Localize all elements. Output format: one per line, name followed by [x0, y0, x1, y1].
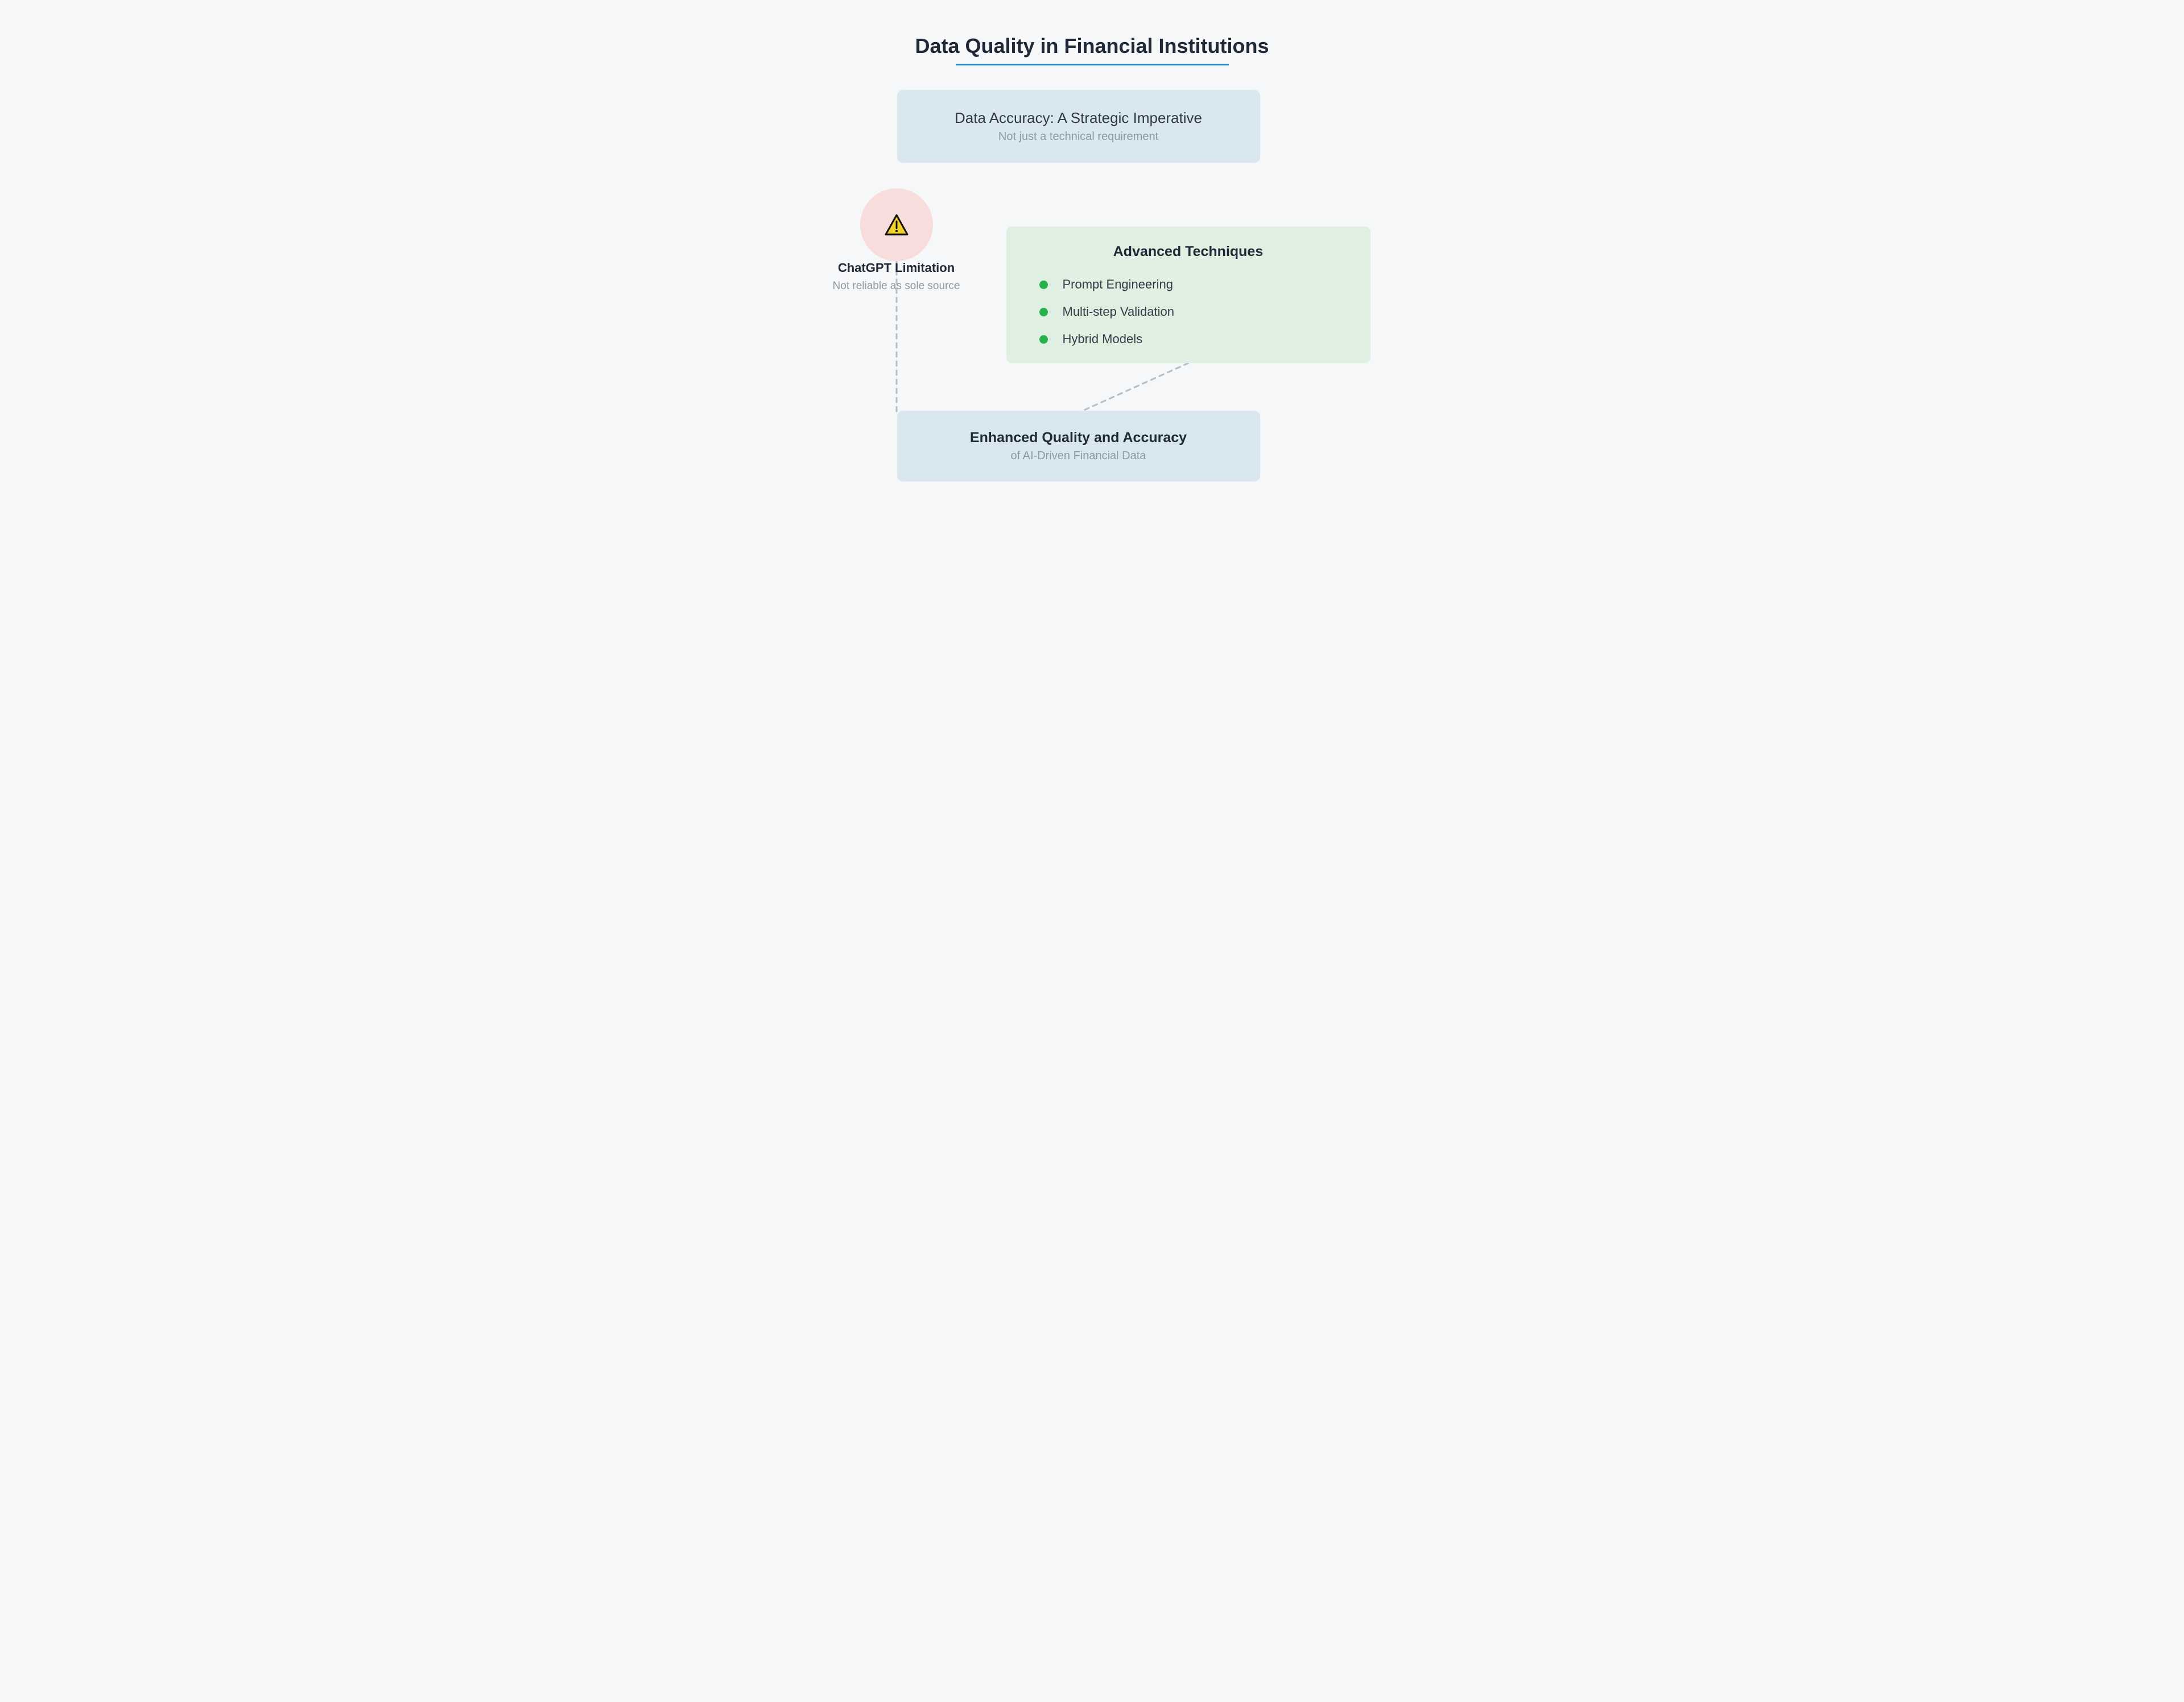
diagram-title-text: Data Quality in Financial Institutions — [915, 34, 1269, 57]
techniques-title: Advanced Techniques — [1039, 244, 1337, 260]
imperative-secondary: Not just a technical requirement — [998, 130, 1158, 143]
technique-item: Multi-step Validation — [1039, 304, 1337, 319]
technique-item: Prompt Engineering — [1039, 277, 1337, 292]
limitation-title: ChatGPT Limitation — [810, 261, 984, 275]
limitation-text-block: ChatGPT Limitation Not reliable as sole … — [810, 261, 984, 292]
technique-item: Hybrid Models — [1039, 332, 1337, 347]
techniques-node: Advanced Techniques Prompt Engineering Mu… — [1006, 226, 1370, 363]
outcome-node: Enhanced Quality and Accuracy of AI-Driv… — [897, 411, 1260, 481]
diagram-canvas: Data Quality in Financial Institutions D… — [742, 0, 1442, 546]
technique-label: Hybrid Models — [1063, 332, 1143, 347]
outcome-primary: Enhanced Quality and Accuracy — [970, 430, 1187, 446]
limitation-subtitle: Not reliable as sole source — [810, 280, 984, 292]
techniques-list: Prompt Engineering Multi-step Validation H… — [1039, 277, 1337, 347]
title-underline — [956, 64, 1229, 65]
bullet-dot-icon — [1039, 308, 1048, 316]
diagram-title: Data Quality in Financial Institutions — [742, 34, 1442, 65]
bullet-dot-icon — [1039, 281, 1048, 289]
limitation-circle — [860, 188, 933, 261]
bullet-dot-icon — [1039, 335, 1048, 344]
imperative-node: Data Accuracy: A Strategic Imperative No… — [897, 90, 1260, 163]
technique-label: Prompt Engineering — [1063, 277, 1173, 292]
imperative-primary: Data Accuracy: A Strategic Imperative — [955, 109, 1202, 127]
technique-label: Multi-step Validation — [1063, 304, 1174, 319]
outcome-secondary: of AI-Driven Financial Data — [1011, 450, 1146, 463]
warning-icon — [884, 213, 909, 236]
